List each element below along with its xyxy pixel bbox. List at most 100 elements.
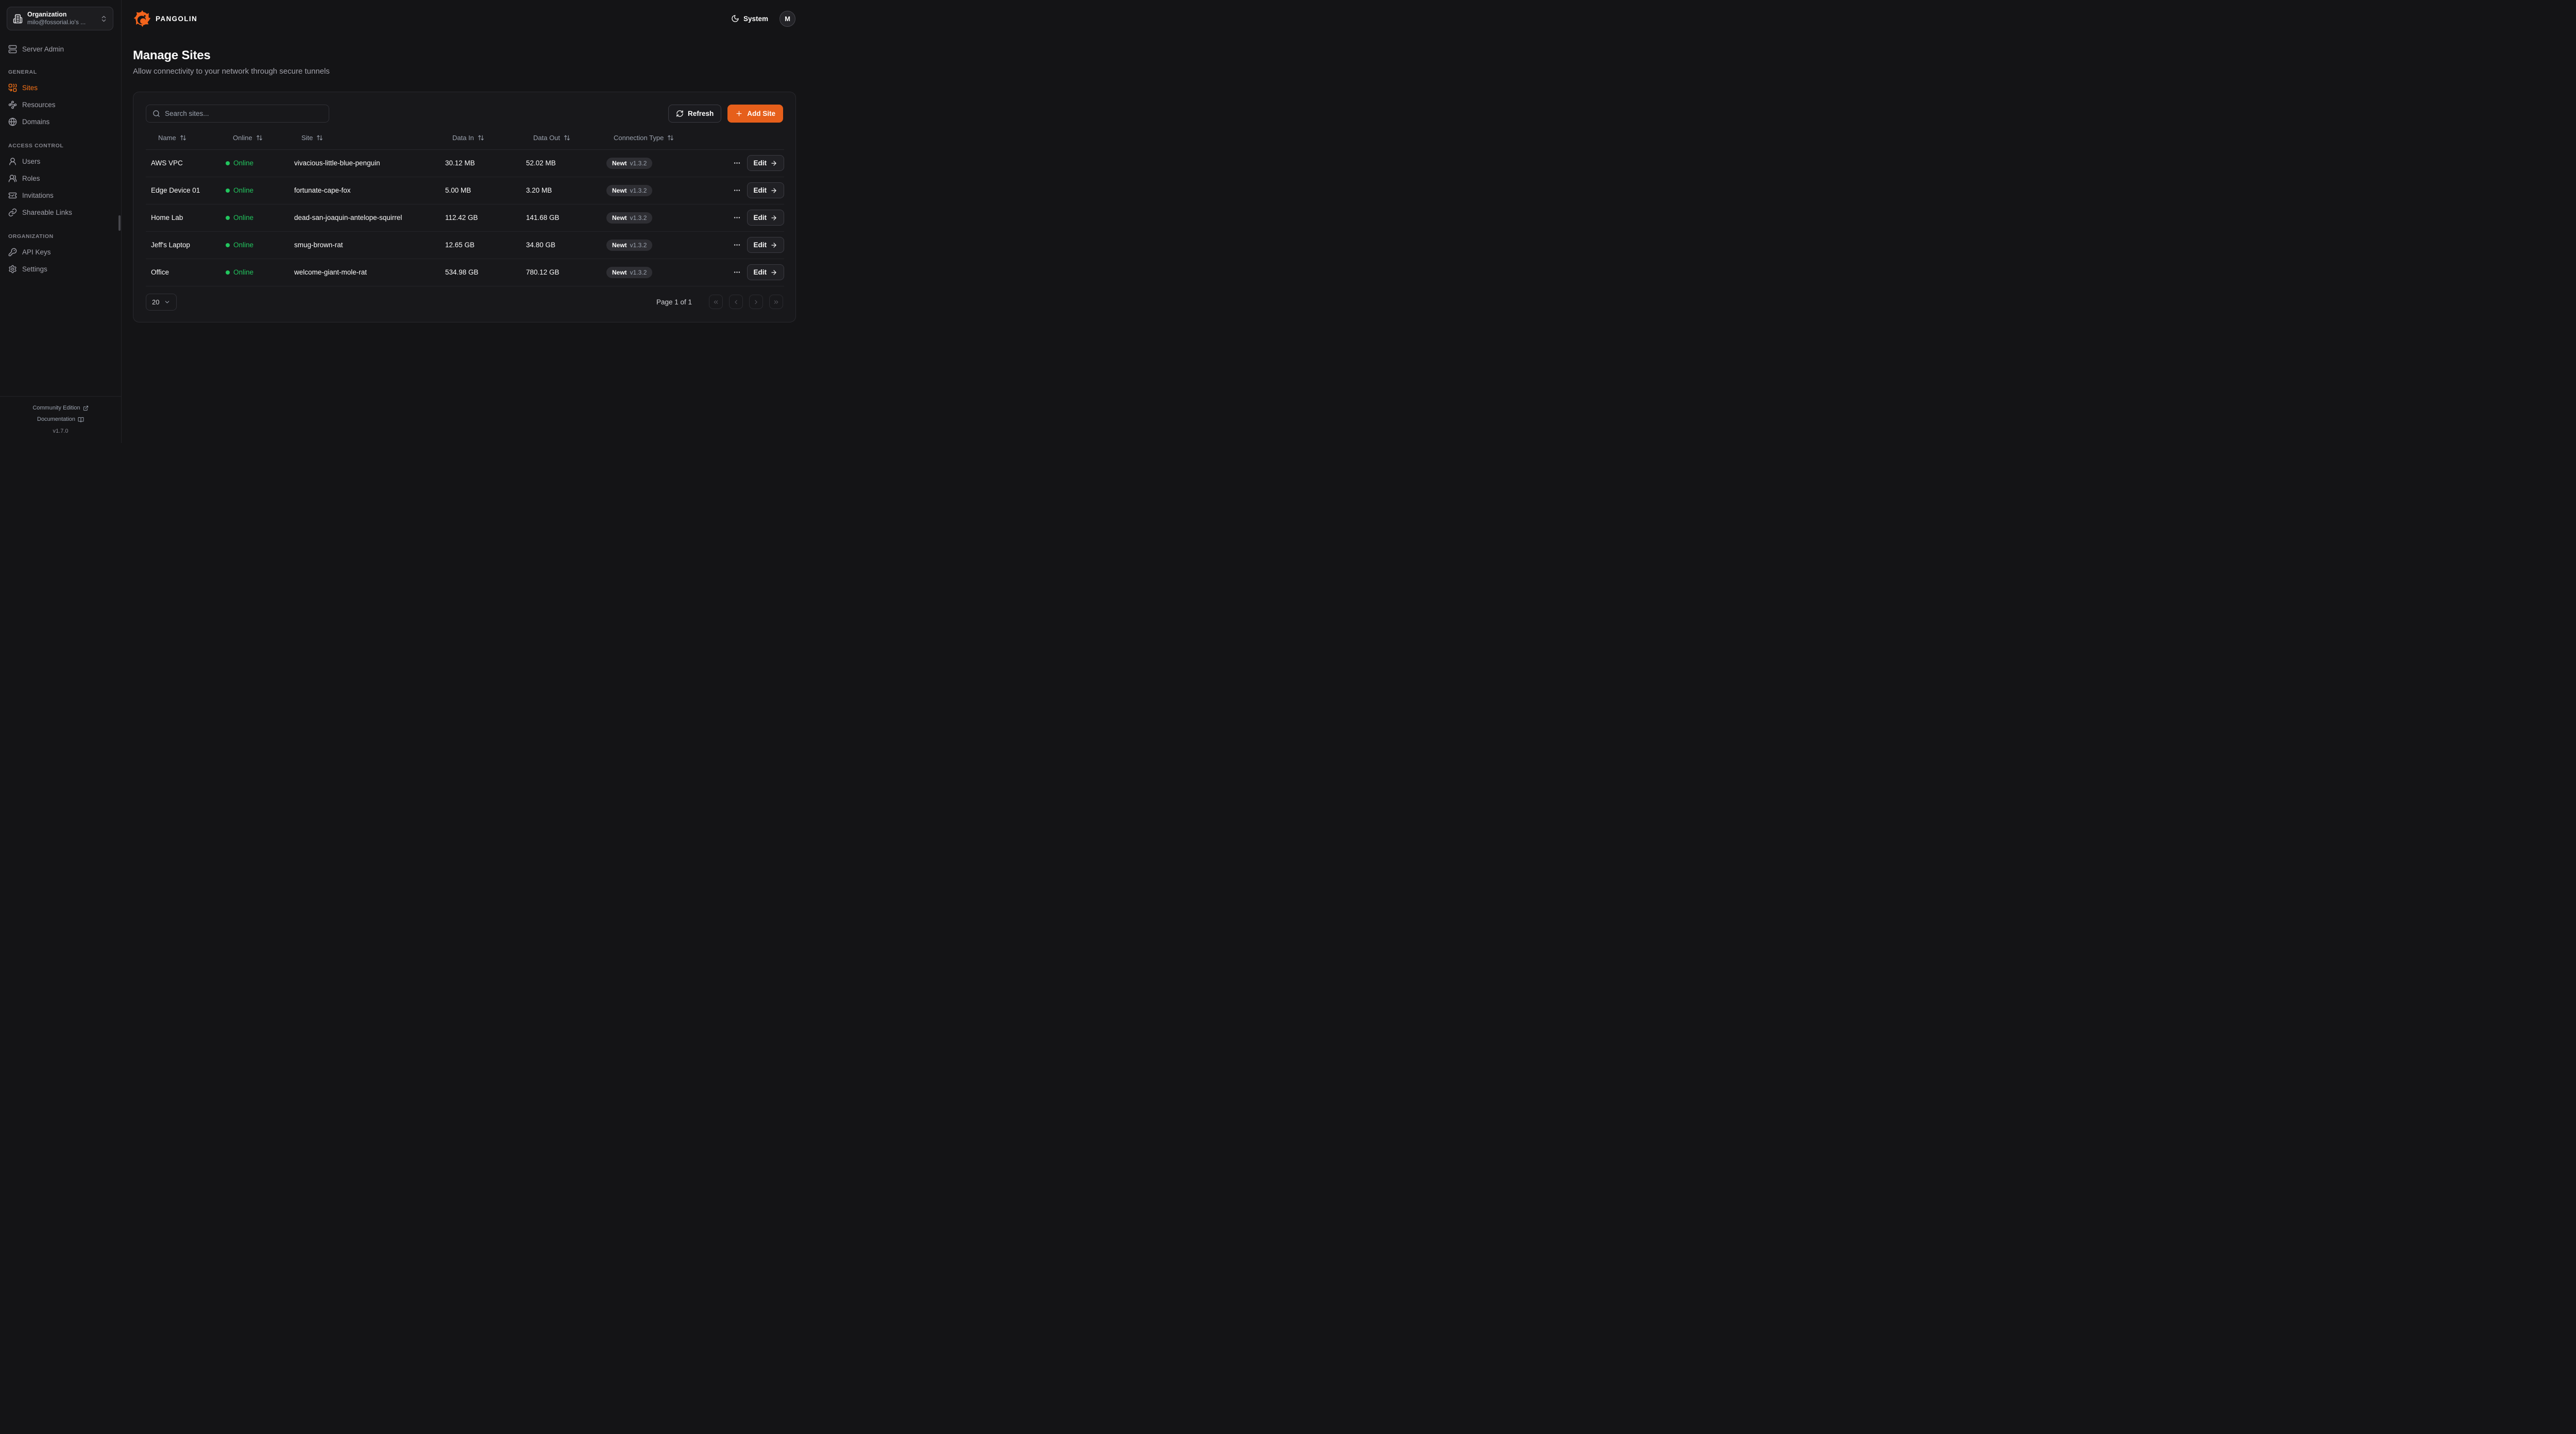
row-menu-button[interactable]	[731, 184, 743, 196]
sidebar-item-label: Domains	[22, 118, 50, 126]
plus-icon	[735, 110, 743, 117]
documentation-label: Documentation	[37, 416, 75, 422]
column-header-online[interactable]: Online	[233, 134, 287, 142]
sidebar-item-settings[interactable]: Settings	[8, 261, 113, 278]
online-status-dot	[226, 243, 230, 247]
sidebar-item-roles[interactable]: Roles	[8, 170, 113, 187]
connection-type-badge: Newt v1.3.2	[606, 157, 653, 169]
sidebar-item-label: Roles	[22, 175, 40, 182]
site-slug-cell: vivacious-little-blue-penguin	[287, 149, 438, 177]
online-status-label: Online	[233, 241, 254, 249]
next-page-button[interactable]	[749, 295, 763, 309]
connection-type-badge: Newt v1.3.2	[606, 184, 653, 196]
last-page-button[interactable]	[769, 295, 783, 309]
ellipsis-icon	[734, 271, 740, 273]
org-switcher-subtitle: milo@fossorial.io's ...	[27, 19, 86, 26]
documentation-link[interactable]: Documentation	[4, 414, 117, 425]
sidebar-item-label: API Keys	[22, 248, 51, 256]
connection-type-cell: Newt v1.3.2	[599, 177, 717, 204]
add-site-label: Add Site	[747, 110, 775, 117]
waypoints-icon	[8, 100, 17, 109]
theme-toggle[interactable]: System	[731, 14, 768, 23]
first-page-button[interactable]	[709, 295, 723, 309]
gear-icon	[8, 265, 17, 274]
sort-icon	[564, 134, 570, 141]
sidebar-item-invitations[interactable]: Invitations	[8, 187, 113, 204]
arrow-right-icon	[771, 242, 776, 248]
org-switcher[interactable]: Organization milo@fossorial.io's ...	[7, 7, 113, 30]
chevron-left-icon	[733, 299, 739, 305]
online-status-dot	[226, 161, 230, 165]
row-menu-button[interactable]	[731, 266, 743, 278]
edit-label: Edit	[753, 241, 767, 249]
brand[interactable]: PANGOLIN	[133, 9, 197, 28]
sidebar-item-shareable-links[interactable]: Shareable Links	[8, 204, 113, 221]
sort-icon	[667, 134, 674, 141]
site-slug-cell: smug-brown-rat	[287, 231, 438, 259]
site-name-cell: Jeff's Laptop	[146, 231, 218, 259]
edit-button[interactable]: Edit	[747, 237, 784, 253]
column-header-name[interactable]: Name	[158, 134, 218, 142]
theme-label: System	[743, 14, 768, 23]
column-header-data-out[interactable]: Data Out	[533, 134, 599, 142]
connection-type: Newt	[612, 268, 627, 276]
connection-type-cell: Newt v1.3.2	[599, 259, 717, 286]
page-size-select[interactable]: 20	[146, 293, 177, 311]
sidebar-item-resources[interactable]: Resources	[8, 96, 113, 113]
connection-version: v1.3.2	[630, 214, 647, 221]
main-area: PANGOLIN System M Manage Sites Allow con…	[122, 0, 808, 443]
arrow-right-icon	[771, 160, 776, 166]
moon-icon	[731, 14, 739, 23]
sidebar-item-server-admin[interactable]: Server Admin	[8, 41, 113, 58]
connection-type-cell: Newt v1.3.2	[599, 149, 717, 177]
chevron-right-icon	[753, 299, 759, 305]
row-menu-button[interactable]	[731, 239, 743, 251]
edit-label: Edit	[753, 159, 767, 167]
online-status-cell: Online	[218, 204, 287, 232]
edit-button[interactable]: Edit	[747, 182, 784, 198]
page-info: Page 1 of 1	[656, 298, 692, 306]
connection-version: v1.3.2	[630, 159, 647, 167]
community-edition-label: Community Edition	[32, 404, 80, 411]
row-menu-button[interactable]	[731, 157, 743, 169]
sidebar-item-api-keys[interactable]: API Keys	[8, 244, 113, 261]
site-name-cell: AWS VPC	[146, 149, 218, 177]
edit-button[interactable]: Edit	[747, 264, 784, 280]
online-status-cell: Online	[218, 149, 287, 177]
sidebar-item-sites[interactable]: Sites	[8, 79, 113, 96]
sidebar-item-users[interactable]: Users	[8, 153, 113, 170]
edit-button[interactable]: Edit	[747, 155, 784, 171]
search-input[interactable]	[165, 110, 323, 117]
add-site-button[interactable]: Add Site	[727, 105, 783, 123]
avatar-initial: M	[785, 14, 790, 23]
row-actions-cell: Edit	[717, 177, 784, 204]
avatar[interactable]: M	[779, 10, 795, 27]
refresh-button[interactable]: Refresh	[668, 105, 722, 123]
external-link-icon	[83, 405, 89, 411]
column-header-site[interactable]: Site	[301, 134, 438, 142]
sidebar-item-domains[interactable]: Domains	[8, 113, 113, 130]
brand-name: PANGOLIN	[156, 14, 198, 23]
pangolin-logo-icon	[133, 9, 151, 28]
arrow-right-icon	[771, 215, 776, 220]
link-icon	[8, 208, 17, 217]
prev-page-button[interactable]	[729, 295, 743, 309]
search-icon	[152, 110, 160, 117]
online-status-dot	[226, 215, 230, 220]
sidebar-scrollbar[interactable]	[118, 215, 121, 231]
community-edition-link[interactable]: Community Edition	[4, 402, 117, 414]
edit-button[interactable]: Edit	[747, 210, 784, 226]
column-header-connection-type[interactable]: Connection Type	[614, 134, 717, 142]
ellipsis-icon	[734, 162, 740, 164]
site-name-cell: Home Lab	[146, 204, 218, 232]
row-menu-button[interactable]	[731, 212, 743, 224]
toolbar-actions: Refresh Add Site	[668, 105, 783, 123]
site-name-cell: Office	[146, 259, 218, 286]
connection-type-cell: Newt v1.3.2	[599, 204, 717, 232]
org-switcher-title: Organization	[27, 10, 67, 18]
column-header-data-in[interactable]: Data In	[452, 134, 519, 142]
book-open-icon	[78, 417, 84, 423]
connection-version: v1.3.2	[630, 241, 647, 249]
sidebar: Organization milo@fossorial.io's ... Ser…	[0, 0, 122, 443]
data-out-cell: 780.12 GB	[519, 259, 599, 286]
